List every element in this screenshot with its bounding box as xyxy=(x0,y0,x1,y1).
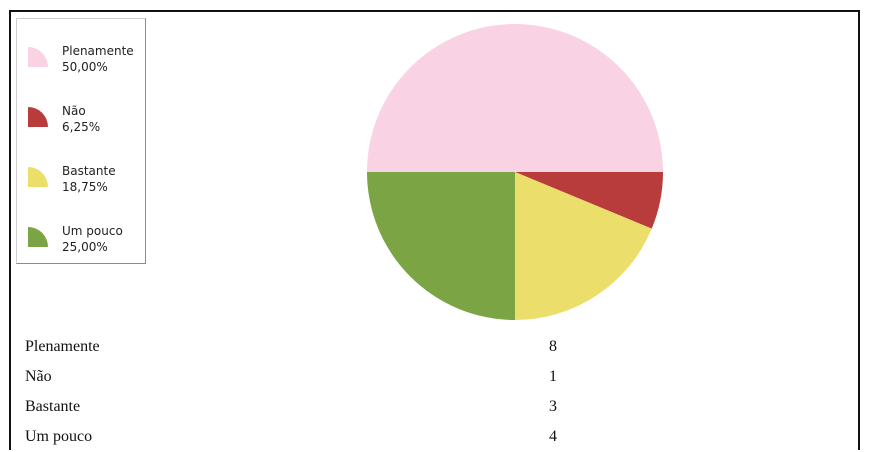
legend-item-plenamente: Plenamente 50,00% xyxy=(17,43,146,89)
table-row: Não 1 xyxy=(20,362,620,392)
pie-slice-um-pouco xyxy=(367,172,515,320)
legend-name: Plenamente xyxy=(62,44,134,58)
legend-name: Um pouco xyxy=(62,224,123,238)
legend-percent: 50,00% xyxy=(62,60,108,74)
row-label: Plenamente xyxy=(25,338,100,355)
legend-percent: 25,00% xyxy=(62,240,108,254)
legend-label: Plenamente 50,00% xyxy=(62,43,146,75)
row-value: 1 xyxy=(549,368,557,385)
legend-item-um-pouco: Um pouco 25,00% xyxy=(17,223,146,269)
row-value: 8 xyxy=(549,338,557,355)
chart-frame xyxy=(9,10,860,450)
red-wedge-icon xyxy=(28,107,48,127)
green-wedge-icon xyxy=(28,227,48,247)
legend-percent: 6,25% xyxy=(62,120,101,134)
data-table: Plenamente 8 Não 1 Bastante 3 Um pouco 4 xyxy=(20,332,620,452)
row-value: 4 xyxy=(549,428,557,445)
legend-item-nao: Não 6,25% xyxy=(17,103,146,149)
table-row: Um pouco 4 xyxy=(20,422,620,452)
row-label: Um pouco xyxy=(25,428,93,445)
legend-label: Não 6,25% xyxy=(62,103,146,135)
legend-name: Não xyxy=(62,104,86,118)
pie-slice-nao xyxy=(515,172,663,229)
legend-label: Um pouco 25,00% xyxy=(62,223,146,255)
row-label: Não xyxy=(25,368,52,385)
yellow-wedge-icon xyxy=(28,167,48,187)
row-value: 3 xyxy=(549,398,557,415)
table-row: Plenamente 8 xyxy=(20,332,620,362)
pie-slice-plenamente xyxy=(367,24,663,172)
row-label: Bastante xyxy=(25,398,81,415)
pink-wedge-icon xyxy=(28,47,48,67)
pie-chart-area xyxy=(11,12,858,330)
table-row: Bastante 3 xyxy=(20,392,620,422)
pie-slice-bastante xyxy=(515,172,652,320)
chart-legend: Plenamente 50,00% Não 6,25% Bastante 18,… xyxy=(16,18,146,264)
legend-label: Bastante 18,75% xyxy=(62,163,146,195)
legend-name: Bastante xyxy=(62,164,116,178)
legend-item-bastante: Bastante 18,75% xyxy=(17,163,146,209)
pie-chart xyxy=(367,24,663,320)
legend-percent: 18,75% xyxy=(62,180,108,194)
